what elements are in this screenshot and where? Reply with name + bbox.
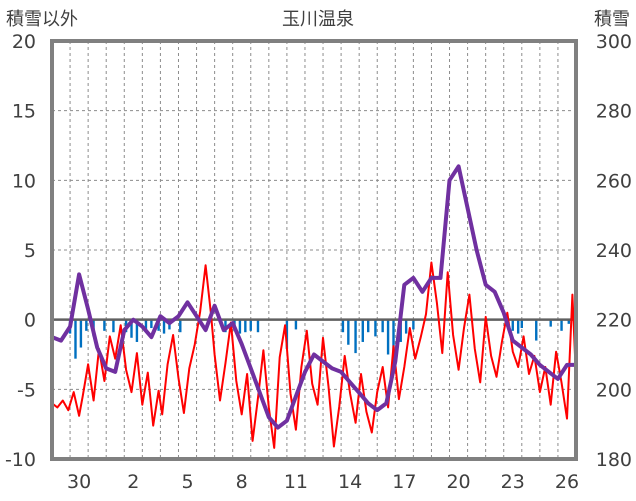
x-tick-label: 30 xyxy=(67,471,91,493)
x-tick-label: 2 xyxy=(127,471,139,493)
x-tick-label: 11 xyxy=(284,471,308,493)
right-tick-label: 220 xyxy=(596,310,632,332)
precipitation-bar xyxy=(354,319,357,354)
x-tick-label: 14 xyxy=(338,471,362,493)
plot-frame xyxy=(50,39,578,461)
x-tick-label: 20 xyxy=(446,471,470,493)
right-axis-title: 積雪 xyxy=(594,9,630,30)
precipitation-bar xyxy=(341,319,345,333)
precipitation-bar xyxy=(112,319,115,333)
x-tick-label: 17 xyxy=(392,471,416,493)
grid-lines xyxy=(52,41,576,459)
precipitation-bar xyxy=(294,319,298,330)
precipitation-bar xyxy=(74,319,77,359)
precipitation-bar xyxy=(179,319,182,333)
precipitation-bar xyxy=(244,319,247,333)
precipitation-bar xyxy=(238,319,242,334)
right-tick-label: 240 xyxy=(596,240,632,262)
precipitation-bar xyxy=(560,319,563,331)
precipitation-bar xyxy=(386,319,390,355)
x-tick-label: 26 xyxy=(555,471,579,493)
precipitation-bar xyxy=(367,319,370,333)
precipitation-bar xyxy=(511,319,514,331)
series-lines xyxy=(50,164,578,449)
precipitation-bar xyxy=(374,319,377,337)
precipitation-bar xyxy=(392,319,395,365)
x-tick-label: 8 xyxy=(236,471,248,493)
precipitation-bar xyxy=(520,319,523,329)
precipitation-bar xyxy=(285,319,289,349)
right-tick-label: 180 xyxy=(596,449,632,471)
precipitation-bar xyxy=(516,319,520,334)
chart-title: 玉川温泉 xyxy=(282,9,354,30)
precipitation-bar xyxy=(535,319,538,341)
precipitation-bar xyxy=(79,319,83,348)
left-tick-label: 5 xyxy=(24,240,36,262)
temperature-line xyxy=(51,261,577,449)
right-tick-label: 200 xyxy=(596,379,632,401)
snow-depth-line xyxy=(50,164,578,430)
precipitation-bar xyxy=(567,319,570,324)
x-tick-label: 5 xyxy=(181,471,193,493)
tick-labels: 20 15 10 5 0 -5 -10 300 280 260 240 220 200 180 30 2 5 8 1… xyxy=(5,31,632,493)
left-tick-label: -5 xyxy=(17,379,36,401)
x-tick-label: 23 xyxy=(501,471,525,493)
precipitation-bar xyxy=(150,319,153,329)
precipitation-bar xyxy=(249,319,252,331)
right-tick-label: 280 xyxy=(596,101,632,123)
left-tick-label: 10 xyxy=(12,170,36,192)
precipitation-bar xyxy=(85,319,88,331)
right-tick-label: 300 xyxy=(596,31,632,53)
precipitation-bar xyxy=(412,319,415,330)
left-tick-label: 0 xyxy=(24,310,36,332)
left-tick-label: 15 xyxy=(12,101,36,123)
precipitation-bar xyxy=(361,319,364,342)
precipitation-bar xyxy=(135,319,139,342)
precipitation-bar xyxy=(256,319,260,333)
precipitation-bar xyxy=(162,319,166,334)
left-tick-label: -10 xyxy=(5,449,36,471)
precipitation-bar xyxy=(404,319,408,334)
precipitation-bar xyxy=(347,319,350,345)
precipitation-bar xyxy=(381,319,384,333)
left-tick-label: 20 xyxy=(12,31,36,53)
precipitation-bar xyxy=(130,319,133,338)
precipitation-bar xyxy=(103,319,106,331)
right-tick-label: 260 xyxy=(596,170,632,192)
left-axis-title: 積雪以外 xyxy=(6,9,78,30)
precipitation-bar xyxy=(144,319,148,331)
precipitation-bar xyxy=(224,319,227,333)
precipitation-bar xyxy=(549,319,552,327)
